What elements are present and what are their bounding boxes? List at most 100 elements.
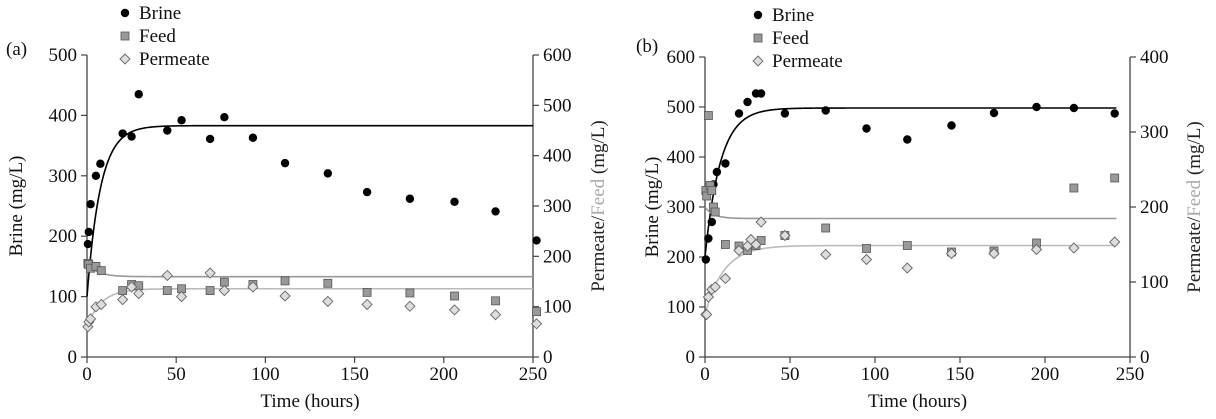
fit-curve-feed-fit: [86, 262, 533, 278]
y-right-axis-label-part: (mg/L): [1184, 121, 1205, 180]
data-point-feed: [902, 241, 912, 250]
x-tick-label: 0: [82, 364, 92, 385]
data-point-feed: [280, 276, 290, 286]
x-tick-label: 0: [700, 364, 710, 385]
data-point-brine: [721, 159, 730, 168]
data-point-brine: [96, 159, 105, 168]
y-left-tick-label: 400: [49, 105, 78, 126]
y-left-tick-label: 100: [49, 287, 78, 308]
y-left-tick-label: 100: [667, 297, 696, 318]
y-right-axis-label: Permeate/Feed (mg/L): [588, 120, 609, 291]
legend-label: Feed: [772, 28, 809, 49]
x-tick-label: 150: [946, 364, 975, 385]
y-left-tick-label: 200: [667, 247, 696, 268]
y-right-tick-label: 600: [543, 45, 572, 66]
data-point-brine: [205, 134, 215, 144]
panel-label: (b): [636, 36, 658, 57]
y-right-tick-label: 0: [1140, 347, 1150, 368]
data-point-brine: [701, 255, 711, 264]
data-point-brine: [947, 121, 956, 130]
series-brine: [83, 90, 541, 249]
data-point-brine: [989, 108, 999, 118]
x-tick-label: 100: [861, 364, 890, 385]
data-point-permeate: [361, 298, 373, 311]
data-point-permeate: [279, 290, 291, 302]
data-point-feed: [704, 111, 713, 120]
data-point-brine: [756, 89, 766, 98]
x-tick-label: 50: [781, 364, 800, 385]
data-point-brine: [743, 97, 752, 107]
data-point-brine: [163, 126, 172, 135]
data-point-feed: [96, 266, 106, 276]
data-point-feed: [323, 278, 333, 288]
data-point-brine: [532, 236, 541, 245]
data-point-feed: [721, 240, 730, 249]
data-point-feed: [532, 307, 541, 317]
data-point-brine: [450, 197, 459, 206]
x-tick-label: 50: [167, 364, 186, 385]
data-point-brine: [127, 132, 136, 141]
data-point-permeate: [779, 229, 791, 242]
y-left-tick-label: 300: [667, 197, 696, 218]
data-point-feed: [219, 277, 229, 287]
data-point-brine: [118, 129, 127, 138]
series-feed: [701, 111, 1120, 257]
x-axis-label: Time (hours): [868, 391, 967, 412]
data-point-permeate: [489, 309, 502, 321]
legend-marker-permeate: [752, 55, 764, 67]
data-point-permeate: [1109, 236, 1121, 248]
y-left-tick-label: 0: [68, 347, 78, 368]
data-point-brine: [712, 167, 722, 177]
series-permeate: [700, 216, 1121, 321]
data-point-feed: [205, 286, 215, 295]
legend-marker-brine: [120, 8, 130, 18]
data-point-permeate: [901, 262, 913, 274]
y-right-tick-label: 500: [543, 95, 572, 116]
data-point-brine: [405, 194, 415, 203]
series-feed: [83, 258, 541, 317]
data-point-feed: [707, 186, 717, 195]
data-point-brine: [134, 90, 143, 99]
data-point-permeate: [719, 272, 732, 285]
y-right-tick-label: 400: [543, 146, 572, 167]
data-point-brine: [91, 171, 101, 180]
data-point-brine: [248, 133, 258, 142]
data-point-brine: [220, 113, 229, 122]
y-right-axis-label-part: Feed: [1184, 179, 1205, 216]
legend-label: Permeate: [139, 49, 210, 70]
data-point-brine: [734, 109, 744, 118]
data-point-brine: [177, 116, 186, 125]
y-right-axis-label-part: Permeate/: [1184, 216, 1205, 293]
fit-curve-permeate-fit: [704, 244, 1117, 315]
data-point-feed: [702, 191, 712, 201]
data-point-permeate: [1068, 242, 1080, 254]
y-right-tick-label: 400: [1140, 47, 1169, 68]
fit-curve-permeate-fit: [86, 287, 533, 328]
data-point-permeate: [750, 238, 762, 251]
y-right-axis-label-part: Permeate/: [588, 215, 609, 292]
legend-label: Brine: [139, 3, 181, 24]
data-point-permeate: [133, 287, 145, 300]
y-left-tick-label: 300: [49, 166, 78, 187]
data-point-feed: [1110, 173, 1120, 183]
data-point-brine: [491, 207, 500, 216]
data-point-brine: [903, 135, 912, 144]
data-point-brine: [86, 199, 95, 209]
data-point-brine: [821, 106, 830, 115]
y-left-axis-label: Brine (mg/L): [6, 156, 27, 257]
y-left-axis-label: Brine (mg/L): [642, 157, 663, 258]
data-point-brine: [83, 239, 93, 249]
y-left-tick-label: 500: [667, 97, 696, 118]
y-right-axis-label: Permeate/Feed (mg/L): [1184, 121, 1205, 292]
data-point-permeate: [1030, 243, 1043, 256]
data-point-permeate: [709, 281, 721, 293]
data-point-permeate: [733, 244, 745, 257]
data-point-feed: [405, 288, 415, 298]
data-point-feed: [710, 207, 720, 217]
y-right-tick-label: 100: [1140, 272, 1169, 293]
data-point-feed: [362, 287, 372, 297]
panel-label: (a): [6, 39, 27, 60]
y-right-tick-label: 100: [543, 297, 572, 318]
